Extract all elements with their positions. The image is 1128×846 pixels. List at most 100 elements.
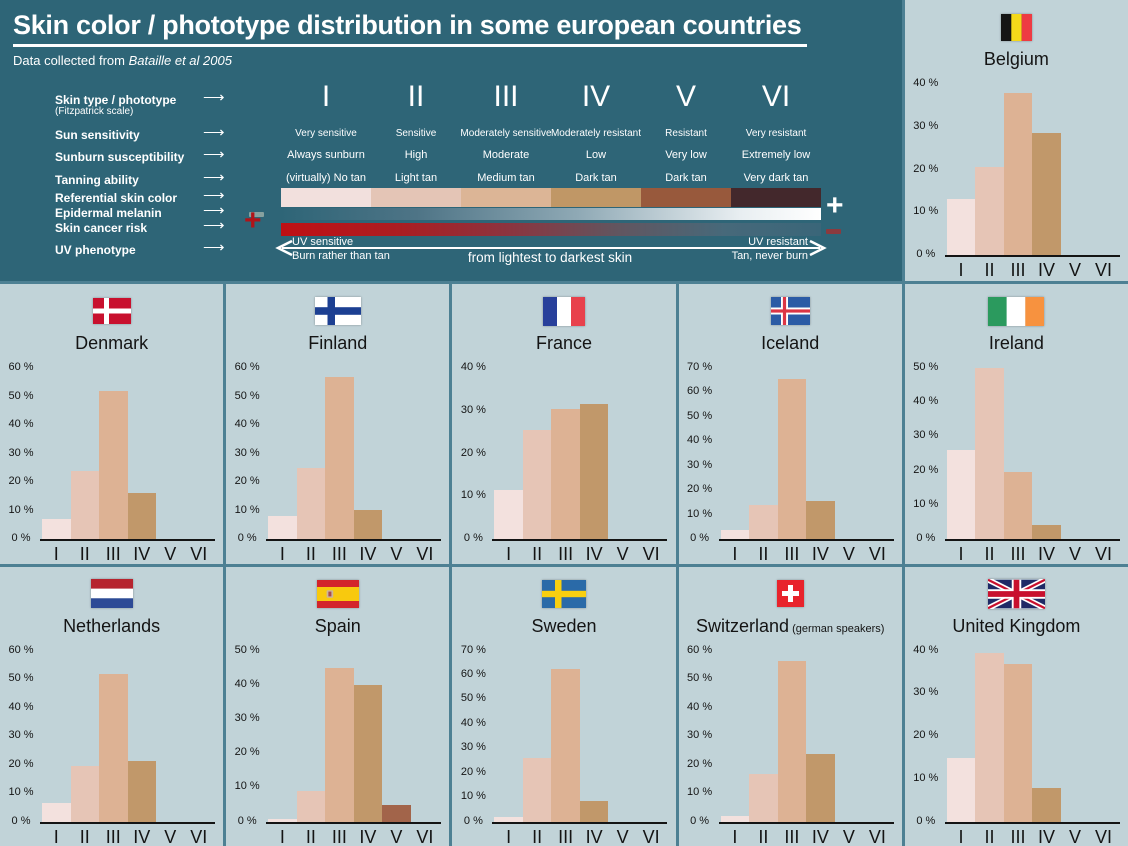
x-category-label: V <box>390 826 403 846</box>
y-tick-label: 0 % <box>916 814 936 827</box>
x-category-label: II <box>79 826 90 846</box>
x-category-label: IV <box>585 544 603 564</box>
arrow-right-icon: ⟶ <box>203 187 225 204</box>
legend-row-label: Skin cancer risk <box>55 221 148 235</box>
x-category-label: IV <box>1038 826 1056 846</box>
y-tick-label: 60 % <box>687 643 713 656</box>
country-name-text: Netherlands <box>63 615 161 636</box>
bar-phototype-I <box>494 490 523 539</box>
bar-phototype-IV <box>127 760 156 822</box>
bar-phototype-III <box>1003 663 1033 822</box>
x-category-label: III <box>558 544 574 564</box>
y-tick-label: 50 % <box>234 643 260 656</box>
legend-row-label: Sunburn susceptibility <box>55 150 185 164</box>
y-tick-label: 20 % <box>460 765 486 778</box>
country-name: Belgium <box>905 49 1128 70</box>
x-category-label: I <box>732 826 738 846</box>
legend-row-label: Epidermal melanin <box>55 206 162 220</box>
x-category-label: IV <box>133 826 151 846</box>
country-name: Denmark <box>0 333 223 354</box>
x-category-label: V <box>616 826 629 846</box>
country-panel-spain: Spain 0 % 10 % 20 % 30 % 40 % 50 % I II III IV V VI <box>226 566 450 846</box>
uv-right-top-label: UV resistant <box>748 236 808 248</box>
bar-phototype-II <box>749 505 778 539</box>
x-category-label: II <box>532 826 543 846</box>
y-tick-label: 10 % <box>687 507 713 520</box>
sunburn-susceptibility-value: High <box>404 149 428 161</box>
y-tick-label: 50 % <box>687 672 713 684</box>
x-axis-line <box>718 539 894 541</box>
sun-sensitivity-value: Moderately resistant <box>550 128 642 139</box>
y-tick-label: 30 % <box>8 446 34 459</box>
tanning-ability-value: (virtually) No tan <box>285 172 367 184</box>
country-panel-netherlands: Netherlands 0 % 10 % 20 % 30 % 40 % 50 % 60 % I I… <box>0 566 224 846</box>
uv-left-top-label: UV sensitive <box>292 236 354 248</box>
arrow-right-icon: ⟶ <box>203 124 225 141</box>
sunburn-susceptibility-value: Low <box>585 149 607 161</box>
source-citation: Bataille et al 2005 <box>128 53 232 68</box>
country-name: Finland <box>226 333 449 354</box>
country-name: Ireland <box>905 333 1128 354</box>
bar-phototype-II <box>975 167 1004 255</box>
skin-cancer-risk-gradient <box>281 223 821 236</box>
y-tick-label: 60 % <box>8 361 34 373</box>
x-category-label: VI <box>1095 826 1113 846</box>
y-tick-label: 30 % <box>234 711 260 724</box>
epidermal-melanin-gradient <box>281 208 821 220</box>
subtitle-prefix: Data collected from <box>13 53 129 68</box>
bar-phototype-III <box>99 673 128 822</box>
y-tick-label: 70 % <box>460 643 486 656</box>
x-category-label: I <box>53 826 59 846</box>
country-name-text: Ireland <box>988 333 1044 353</box>
referential-skin-color-swatch <box>461 188 551 207</box>
country-name-text: France <box>535 333 592 353</box>
y-tick-label: 0 % <box>916 248 936 260</box>
bar-phototype-II <box>70 471 99 539</box>
y-tick-label: 50 % <box>913 361 939 373</box>
y-tick-label: 50 % <box>687 409 713 422</box>
x-axis-line <box>944 255 1120 257</box>
country-name: Spain <box>226 616 449 637</box>
y-tick-label: 30 % <box>913 429 939 442</box>
y-tick-label: 0 % <box>463 532 483 544</box>
y-tick-label: 0 % <box>237 814 257 827</box>
x-axis-line <box>266 539 442 541</box>
bar-phototype-II <box>522 430 552 539</box>
fitzpatrick-note: (Fitzpatrick scale) <box>55 106 134 117</box>
y-tick-label: 0 % <box>690 814 710 827</box>
bar-phototype-IV <box>579 404 609 539</box>
y-tick-label: 40 % <box>234 418 260 430</box>
x-category-label: V <box>1069 260 1082 280</box>
y-tick-label: 40 % <box>913 77 939 89</box>
x-category-label: V <box>164 544 177 564</box>
y-tick-label: 0 % <box>463 814 483 827</box>
y-tick-label: 10 % <box>687 786 713 798</box>
arrow-right-icon: ⟶ <box>203 217 225 234</box>
arrow-right-icon: ⟶ <box>203 146 225 163</box>
sunburn-susceptibility-value: Always sunburn <box>287 149 365 161</box>
netherlands-flag-icon <box>0 578 223 610</box>
y-tick-label: 0 % <box>11 814 31 827</box>
y-tick-label: 10 % <box>8 786 34 798</box>
x-category-label: III <box>1010 826 1026 846</box>
iceland-flag-icon <box>679 295 902 327</box>
melanin-plus-sign: + <box>826 189 844 222</box>
country-name-text: Spain <box>314 615 361 636</box>
y-tick-label: 50 % <box>234 389 260 402</box>
country-panel-united-kingdom: United Kingdom 0 % 10 % 20 % 30 % 40 % I II III I… <box>904 566 1128 846</box>
bar-phototype-IV <box>127 493 156 539</box>
x-category-label: III <box>784 826 800 846</box>
bar-phototype-III <box>1003 93 1033 255</box>
y-tick-label: 20 % <box>234 475 260 487</box>
bar-phototype-I <box>268 516 297 539</box>
y-tick-label: 40 % <box>8 418 34 430</box>
y-tick-label: 40 % <box>913 395 939 408</box>
y-tick-label: 30 % <box>913 686 939 699</box>
y-tick-label: 40 % <box>687 700 713 713</box>
country-name-text: Denmark <box>75 333 149 353</box>
x-category-label: IV <box>585 826 603 846</box>
y-tick-label: 40 % <box>234 677 260 690</box>
y-tick-label: 30 % <box>8 729 34 741</box>
country-name: Switzerland (german speakers) <box>679 616 902 637</box>
bar-phototype-III <box>777 379 807 539</box>
